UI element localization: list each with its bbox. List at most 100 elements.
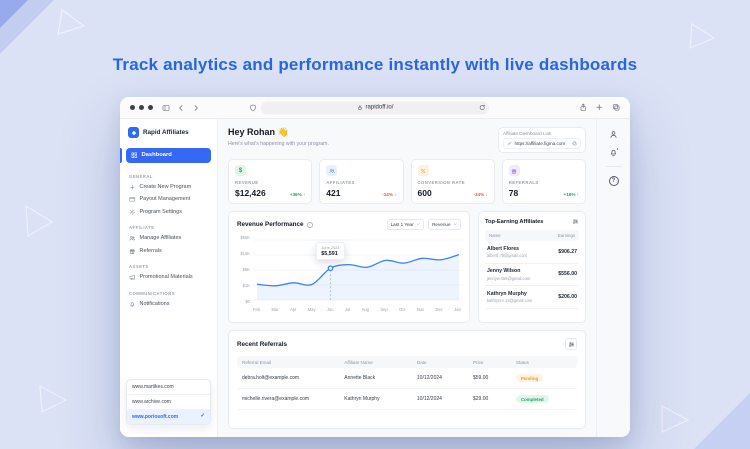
active-nav-indicator — [120, 148, 122, 163]
x-axis-labels: Feb Mar Apr May Jun Jul Aug Sep Oct Nov Dec Jan — [253, 307, 461, 312]
affiliate-email: kathrynm.12@gmail.com — [487, 298, 533, 303]
stat-label: REVENUE — [235, 180, 259, 185]
sidebar-item-label: Manage Affiliates — [139, 235, 182, 242]
domain-option-selected[interactable]: www.poriosoft.com ✓ — [127, 410, 210, 424]
share-icon[interactable] — [579, 103, 588, 112]
window-close-button[interactable] — [130, 105, 135, 110]
chrome-actions — [579, 103, 621, 112]
metric-dropdown-value: Revenue — [432, 222, 451, 227]
metric-dropdown[interactable]: Revenue — [428, 219, 461, 230]
plus-icon — [130, 184, 135, 189]
referral-date: 10/12/2024 — [416, 375, 442, 381]
forward-icon[interactable] — [192, 104, 200, 112]
dollar-icon: $ — [235, 165, 246, 176]
sidebar-item-create-new-program[interactable]: Create New Program — [126, 181, 211, 194]
revenue-performance-card: Revenue Performance i Last 1 Year Revenu… — [228, 211, 470, 323]
sidebar-item-dashboard[interactable]: Dashboard — [126, 148, 211, 163]
main-header: Hey Rohan 👋 Here's what's happening with… — [228, 127, 586, 153]
arrow-down-icon: ↓ — [485, 192, 488, 197]
stats-row: $ REVENUE $12,426 +36% ↑ AFFILIATES — [228, 159, 586, 204]
help-icon[interactable]: ? — [608, 176, 619, 186]
referral-email: michelle.rivera@example.com — [242, 396, 310, 402]
sidebar-item-label: Program Settings — [139, 208, 183, 215]
user-icon[interactable] — [609, 130, 618, 139]
lock-icon — [357, 105, 362, 110]
affiliate-name: Albert Flores — [487, 245, 519, 252]
arrow-up-icon: ↑ — [302, 192, 306, 197]
stat-label: AFFILIATES — [326, 180, 355, 185]
greeting-subtitle: Here's what's happening with your progra… — [228, 140, 329, 147]
sidebar: Rapid Affiliates Dashboard GENERAL Creat… — [120, 119, 218, 437]
sidebar-toggle-icon[interactable] — [162, 104, 170, 112]
filter-icon[interactable] — [565, 338, 577, 350]
filter-icon[interactable] — [572, 218, 579, 225]
referral-row[interactable]: michelle.rivera@example.com Kathryn Murp… — [237, 389, 577, 410]
percent-icon — [417, 165, 429, 176]
new-tab-icon[interactable] — [595, 103, 604, 112]
referral-affiliate-name: Annette Black — [344, 375, 376, 381]
megaphone-icon — [129, 274, 135, 280]
sidebar-item-payout-management[interactable]: Payout Management — [126, 193, 211, 206]
affiliate-row[interactable]: Kathryn Murphy kathrynm.12@gmail.com $20… — [485, 286, 579, 309]
users-icon — [326, 165, 338, 176]
window-minimize-button[interactable] — [139, 105, 144, 110]
gear-icon — [129, 209, 135, 215]
domain-option-label: www.martikes.com — [132, 384, 174, 390]
sidebar-item-notifications[interactable]: Notifications — [126, 298, 211, 311]
affiliate-row[interactable]: Albert Flores albertf.78@gmail.com $906.… — [485, 241, 579, 264]
address-bar[interactable]: rapidoff.io/ — [261, 101, 489, 114]
referral-row[interactable]: debra.holt@example.com Annette Black 10/… — [237, 368, 577, 389]
refresh-icon[interactable] — [479, 104, 486, 111]
brand[interactable]: Rapid Affiliates — [128, 127, 209, 138]
sidebar-item-promotional-materials[interactable]: Promotional Materials — [126, 271, 211, 284]
range-dropdown[interactable]: Last 1 Year — [386, 219, 425, 230]
arrow-up-icon: ↑ — [576, 192, 579, 197]
sidebar-item-referrals[interactable]: Referrals — [126, 245, 211, 258]
stat-delta: -34% ↓ — [473, 192, 488, 197]
notification-badge — [615, 147, 619, 151]
stat-label: CONVERSION RATE — [417, 180, 465, 185]
referral-price: $59.00 — [472, 375, 489, 381]
dashboard-grid-icon — [131, 152, 137, 158]
chart-tooltip: June 2024 $5,591 — [316, 242, 345, 261]
browser-chrome: rapidoff.io/ — [120, 97, 630, 119]
tabs-icon[interactable] — [612, 103, 621, 112]
stat-value: 78 — [508, 188, 519, 198]
affiliate-earnings: $556.00 — [558, 271, 577, 278]
recent-referrals-card: Recent Referrals Referral Email Affiliat… — [228, 330, 586, 429]
shield-icon[interactable] — [249, 104, 257, 112]
referral-email: debra.holt@example.com — [242, 375, 300, 381]
stat-value: 600 — [417, 188, 432, 198]
sidebar-item-label: Create New Program — [139, 183, 192, 190]
referral-price: $29.00 — [472, 396, 489, 402]
sidebar-item-label: Notifications — [139, 300, 170, 307]
stat-label: REFERRALS — [508, 180, 539, 185]
dashboard-link-card: Affiliate Dashboard Link https://affilia… — [498, 127, 586, 153]
notifications-bell-icon[interactable] — [609, 147, 619, 157]
credit-card-icon — [129, 197, 136, 202]
copy-icon[interactable] — [572, 141, 577, 146]
check-icon: ✓ — [200, 413, 205, 420]
back-icon[interactable] — [177, 104, 185, 112]
sidebar-item-program-settings[interactable]: Program Settings — [126, 206, 211, 219]
info-icon[interactable]: i — [306, 221, 313, 228]
affiliate-row[interactable]: Jenny Wilson jennyw.456@gmail.com $556.0… — [485, 264, 579, 286]
domain-option[interactable]: www.archive.com — [127, 395, 210, 410]
sidebar-item-label: Dashboard — [141, 152, 172, 159]
gift-icon — [508, 165, 520, 176]
stat-delta: +16% ↑ — [563, 192, 579, 197]
stat-delta: -14% ↓ — [382, 192, 397, 197]
affiliate-earnings: $206.00 — [558, 293, 577, 300]
dashboard-link-field[interactable]: https://affiliate.figma.com — [503, 138, 581, 149]
referrals-table-header: Referral Email Affiliate Name Date Price… — [237, 356, 577, 368]
chart-plot[interactable]: June 2024 $5,591 — [252, 236, 463, 304]
right-icon-rail: ? — [596, 119, 630, 437]
window-zoom-button[interactable] — [148, 105, 153, 110]
status-badge: Completed — [515, 395, 549, 403]
domain-option[interactable]: www.martikes.com — [127, 380, 210, 395]
domain-option-label: www.poriosoft.com — [132, 414, 179, 420]
sidebar-item-manage-affiliates[interactable]: Manage Affiliates — [126, 232, 211, 245]
affiliate-name: Kathryn Murphy — [487, 290, 527, 297]
affiliate-email: albertf.78@gmail.com — [487, 253, 527, 258]
